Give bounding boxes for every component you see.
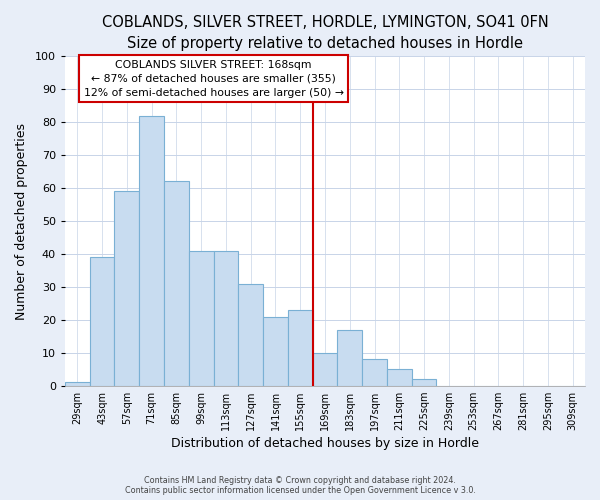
Bar <box>115 192 139 386</box>
Bar <box>412 379 436 386</box>
Bar <box>362 360 387 386</box>
X-axis label: Distribution of detached houses by size in Hordle: Distribution of detached houses by size … <box>171 437 479 450</box>
Bar <box>263 316 288 386</box>
Y-axis label: Number of detached properties: Number of detached properties <box>15 122 28 320</box>
Text: Contains HM Land Registry data © Crown copyright and database right 2024.
Contai: Contains HM Land Registry data © Crown c… <box>125 476 475 495</box>
Bar <box>387 369 412 386</box>
Bar <box>164 182 189 386</box>
Bar <box>65 382 90 386</box>
Bar <box>313 353 337 386</box>
Title: COBLANDS, SILVER STREET, HORDLE, LYMINGTON, SO41 0FN
Size of property relative t: COBLANDS, SILVER STREET, HORDLE, LYMINGT… <box>101 15 548 51</box>
Bar <box>238 284 263 386</box>
Bar <box>214 250 238 386</box>
Bar <box>90 257 115 386</box>
Text: COBLANDS SILVER STREET: 168sqm
← 87% of detached houses are smaller (355)
12% of: COBLANDS SILVER STREET: 168sqm ← 87% of … <box>83 60 344 98</box>
Bar <box>189 250 214 386</box>
Bar <box>337 330 362 386</box>
Bar <box>288 310 313 386</box>
Bar <box>139 116 164 386</box>
